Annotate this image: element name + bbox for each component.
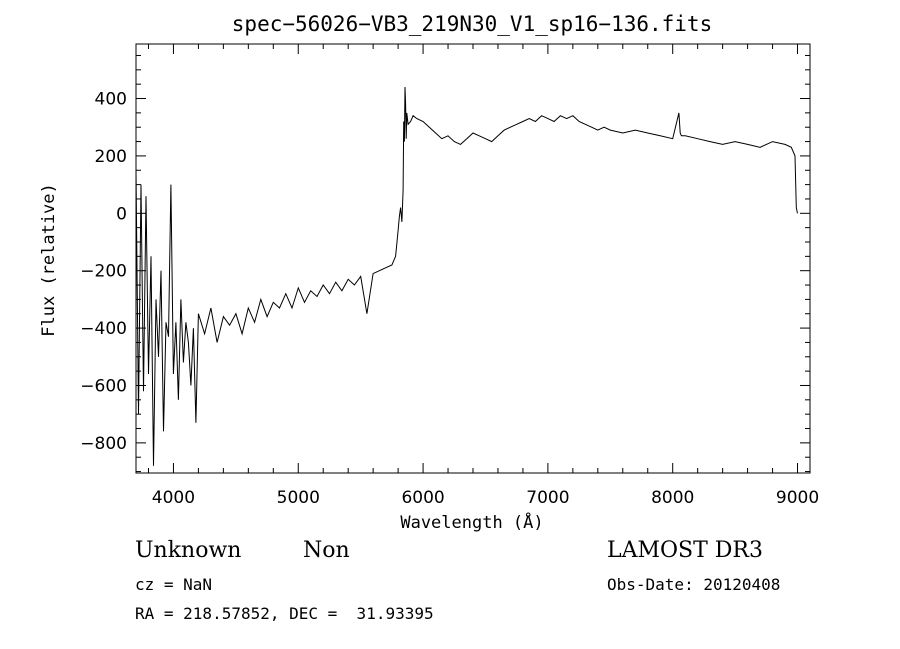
object-class-label: Unknown [135, 538, 242, 563]
y-axis-label: Flux (relative) [39, 183, 59, 337]
y-tick-label: 400 [95, 90, 127, 110]
x-axis-label: Wavelength (Å) [400, 511, 543, 533]
series-layer [136, 86, 798, 466]
x-tick-label: 7000 [526, 488, 569, 508]
y-tick-label: −200 [80, 262, 127, 282]
x-tick-label: 5000 [277, 488, 320, 508]
x-tick-label: 9000 [776, 488, 819, 508]
y-axis: 400 200 0 −200 −400 −600 −800 [80, 54, 810, 473]
object-subclass-label: Non [303, 538, 350, 563]
chart-title: spec−56026−VB3_219N30_V1_sp16−136.fits [232, 12, 712, 36]
y-tick-label: −400 [80, 319, 127, 339]
x-axis: 4000 5000 6000 7000 8000 9000 [147, 44, 819, 508]
obs-date-label: Obs-Date: 20120408 [607, 575, 781, 594]
y-tick-label: 0 [116, 204, 127, 224]
plot-frame [135, 43, 811, 474]
spectrum-line [136, 86, 798, 466]
y-tick-label: 200 [95, 147, 127, 167]
redshift-label: cz = NaN [135, 575, 213, 594]
x-tick-label: 8000 [651, 488, 694, 508]
y-tick-label: −800 [80, 434, 127, 454]
coordinates-label: RA = 218.57852, DEC = 31.93395 [135, 604, 434, 623]
survey-label: LAMOST DR3 [607, 538, 763, 563]
y-tick-label: −600 [80, 376, 127, 396]
x-tick-label: 6000 [401, 488, 444, 508]
x-tick-label: 4000 [152, 488, 195, 508]
